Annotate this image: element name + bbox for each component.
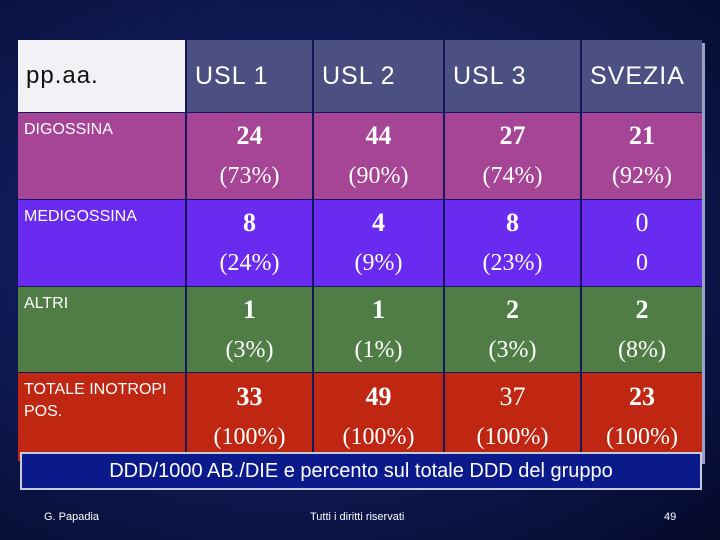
row-label: TOTALE INOTROPI POS.: [18, 372, 187, 461]
cell-value: 0: [635, 208, 649, 237]
table-cell: 24 (73%): [186, 112, 314, 200]
table-cell: 27 (74%): [444, 112, 582, 200]
cell-value: 8: [506, 208, 519, 237]
table-row: DIGOSSINA 24 (73%) 44 (90%) 27 (74%) 21 (92%…: [18, 112, 702, 200]
table-row: TOTALE INOTROPI POS. 33 (100%) 49 (100%) 3…: [18, 372, 702, 461]
cell-value: 37: [499, 382, 526, 411]
cell-percent: (1%): [354, 336, 403, 363]
page-number: 49: [664, 511, 677, 523]
table-cell: 8 (23%): [444, 199, 582, 287]
cell-percent: (100%): [476, 424, 549, 450]
cell-percent: (73%): [219, 163, 280, 189]
cell-value: 21: [629, 121, 655, 150]
header-cell-usl3: USL 3: [444, 40, 582, 113]
table-cell: 44 (90%): [313, 112, 445, 200]
table-cell: 1 (3%): [186, 286, 314, 373]
cell-percent: (100%): [606, 424, 678, 450]
cell-percent: (74%): [482, 163, 543, 189]
cell-percent: (100%): [213, 424, 286, 450]
footer-author: G. Papadia: [44, 511, 100, 523]
table-cell: 33 (100%): [186, 372, 314, 461]
cell-percent: (9%): [354, 250, 403, 276]
cell-percent: (23%): [482, 250, 543, 276]
cell-value: 24: [236, 121, 263, 150]
cell-value: 1: [372, 294, 385, 324]
cell-value: 27: [499, 121, 526, 150]
table-cell: 1 (1%): [313, 286, 445, 373]
cell-value: 33: [236, 382, 263, 411]
cell-value: 2: [635, 294, 649, 324]
cell-percent: (92%): [612, 163, 672, 189]
cell-percent: (90%): [348, 163, 409, 189]
cell-value: 23: [629, 382, 655, 411]
cell-value: 4: [372, 208, 385, 237]
cell-value: 2: [506, 294, 519, 324]
table-cell: 49 (100%): [313, 372, 445, 461]
table-cell: 23 (100%): [581, 372, 702, 461]
data-table: pp.aa. USL 1 USL 2 USL 3 SVEZIA DIGOSSIN…: [18, 40, 702, 461]
cell-value: 1: [243, 294, 256, 324]
cell-percent: (3%): [488, 336, 537, 363]
footer-rights: Tutti i diritti riservati: [310, 511, 405, 523]
cell-value: 8: [243, 208, 256, 237]
header-cell-svezia: SVEZIA: [581, 40, 702, 113]
header-cell-usl1: USL 1: [186, 40, 314, 113]
table-row: ALTRI 1 (3%) 1 (1%) 2 (3%) 2 (8%): [18, 286, 702, 373]
cell-percent: (24%): [219, 250, 280, 276]
cell-percent: 0: [636, 250, 648, 276]
table-cell: 21 (92%): [581, 112, 702, 200]
cell-percent: (8%): [618, 336, 666, 363]
cell-percent: (3%): [225, 336, 274, 363]
row-label: ALTRI: [18, 286, 187, 373]
row-label: MEDIGOSSINA: [18, 199, 187, 287]
table-cell: 2 (8%): [581, 286, 702, 373]
table-cell: 2 (3%): [444, 286, 582, 373]
table-caption: DDD/1000 AB./DIE e percento sul totale D…: [20, 452, 702, 490]
table-header-row: pp.aa. USL 1 USL 2 USL 3 SVEZIA: [18, 40, 702, 113]
header-cell-active-principle: pp.aa.: [18, 40, 187, 113]
table-cell: 4 (9%): [313, 199, 445, 287]
cell-percent: (100%): [342, 424, 415, 450]
cell-value: 49: [365, 382, 392, 411]
row-label: DIGOSSINA: [18, 112, 187, 200]
cell-value: 44: [365, 121, 392, 150]
header-cell-usl2: USL 2: [313, 40, 445, 113]
table-cell: 8 (24%): [186, 199, 314, 287]
table-cell: 37 (100%): [444, 372, 582, 461]
